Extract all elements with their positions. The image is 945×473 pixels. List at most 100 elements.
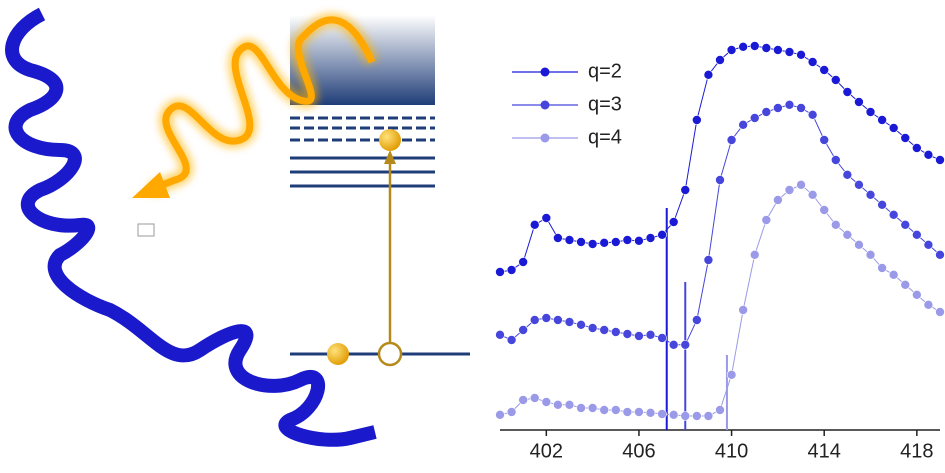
- point: [819, 135, 830, 145]
- point: [830, 220, 841, 230]
- point: [668, 217, 679, 227]
- point: [726, 135, 737, 145]
- point: [773, 45, 783, 55]
- point: [807, 110, 818, 120]
- point: [680, 339, 691, 350]
- point: [541, 213, 552, 223]
- point: [842, 230, 853, 240]
- point: [865, 190, 876, 200]
- illustration: [5, 7, 470, 447]
- point: [784, 185, 795, 195]
- point: [680, 185, 691, 195]
- point: [576, 403, 586, 413]
- x-tick-label: 418: [900, 440, 933, 462]
- point: [761, 215, 772, 225]
- point: [923, 299, 934, 310]
- electron: [379, 129, 401, 151]
- point: [923, 240, 934, 250]
- point: [888, 269, 899, 280]
- point: [912, 230, 922, 240]
- point: [645, 329, 656, 340]
- point: [923, 150, 934, 160]
- series: [495, 100, 945, 350]
- point: [622, 235, 633, 245]
- point: [506, 407, 517, 417]
- point: [680, 411, 691, 421]
- point: [865, 250, 876, 260]
- point: [518, 395, 528, 405]
- chart: 402 406 410 414 418 q=2 q=3 q=4: [495, 41, 945, 462]
- point: [622, 407, 633, 417]
- point: [854, 180, 864, 190]
- series-line: [499, 184, 941, 417]
- legend-label: q=2: [588, 60, 622, 82]
- point: [506, 335, 517, 345]
- point: [715, 405, 725, 415]
- point: [761, 107, 772, 117]
- hole: [377, 341, 403, 367]
- point: [668, 409, 679, 420]
- point: [830, 75, 841, 85]
- point: [819, 205, 830, 215]
- point: [842, 87, 853, 97]
- point: [692, 411, 702, 421]
- point: [634, 407, 644, 417]
- point: [610, 405, 621, 415]
- point: [657, 333, 667, 343]
- point: [553, 233, 563, 243]
- point: [796, 180, 806, 190]
- point: [912, 143, 922, 153]
- protein-helix: [5, 7, 377, 447]
- series: [495, 180, 945, 421]
- legend-marker: [540, 133, 550, 143]
- point: [738, 41, 748, 52]
- point: [506, 265, 517, 275]
- point: [564, 317, 575, 327]
- x-tick-label: 414: [808, 440, 841, 462]
- point: [495, 409, 505, 420]
- legend-label: q=4: [588, 126, 622, 148]
- point: [576, 237, 586, 247]
- photon: [132, 13, 379, 198]
- point: [541, 313, 552, 323]
- series-line: [499, 104, 941, 346]
- x-tick-label: 410: [715, 440, 748, 462]
- point: [726, 369, 737, 380]
- point: [645, 407, 656, 418]
- point: [599, 405, 610, 415]
- point: [610, 237, 621, 247]
- point: [576, 319, 586, 330]
- point: [935, 307, 945, 317]
- point: [587, 323, 598, 333]
- point: [865, 107, 876, 117]
- point: [935, 250, 945, 260]
- point: [888, 210, 899, 220]
- point: [749, 41, 760, 51]
- electron: [327, 343, 349, 365]
- point: [657, 409, 667, 419]
- point: [819, 65, 830, 75]
- x-tick-label: 406: [622, 440, 655, 462]
- point: [518, 325, 528, 335]
- point: [912, 289, 922, 300]
- point: [900, 133, 911, 143]
- point: [726, 45, 737, 55]
- point: [692, 315, 702, 325]
- point: [796, 49, 806, 60]
- point: [599, 238, 610, 248]
- point: [599, 325, 610, 335]
- point: [784, 47, 795, 57]
- point: [529, 220, 540, 230]
- series: [495, 41, 945, 277]
- point: [715, 175, 725, 185]
- point: [564, 235, 575, 245]
- point: [645, 233, 656, 243]
- point: [529, 315, 540, 325]
- point: [900, 220, 911, 230]
- point: [587, 239, 598, 249]
- point: [634, 331, 644, 341]
- point: [668, 339, 679, 350]
- point: [784, 100, 795, 110]
- point: [564, 399, 575, 410]
